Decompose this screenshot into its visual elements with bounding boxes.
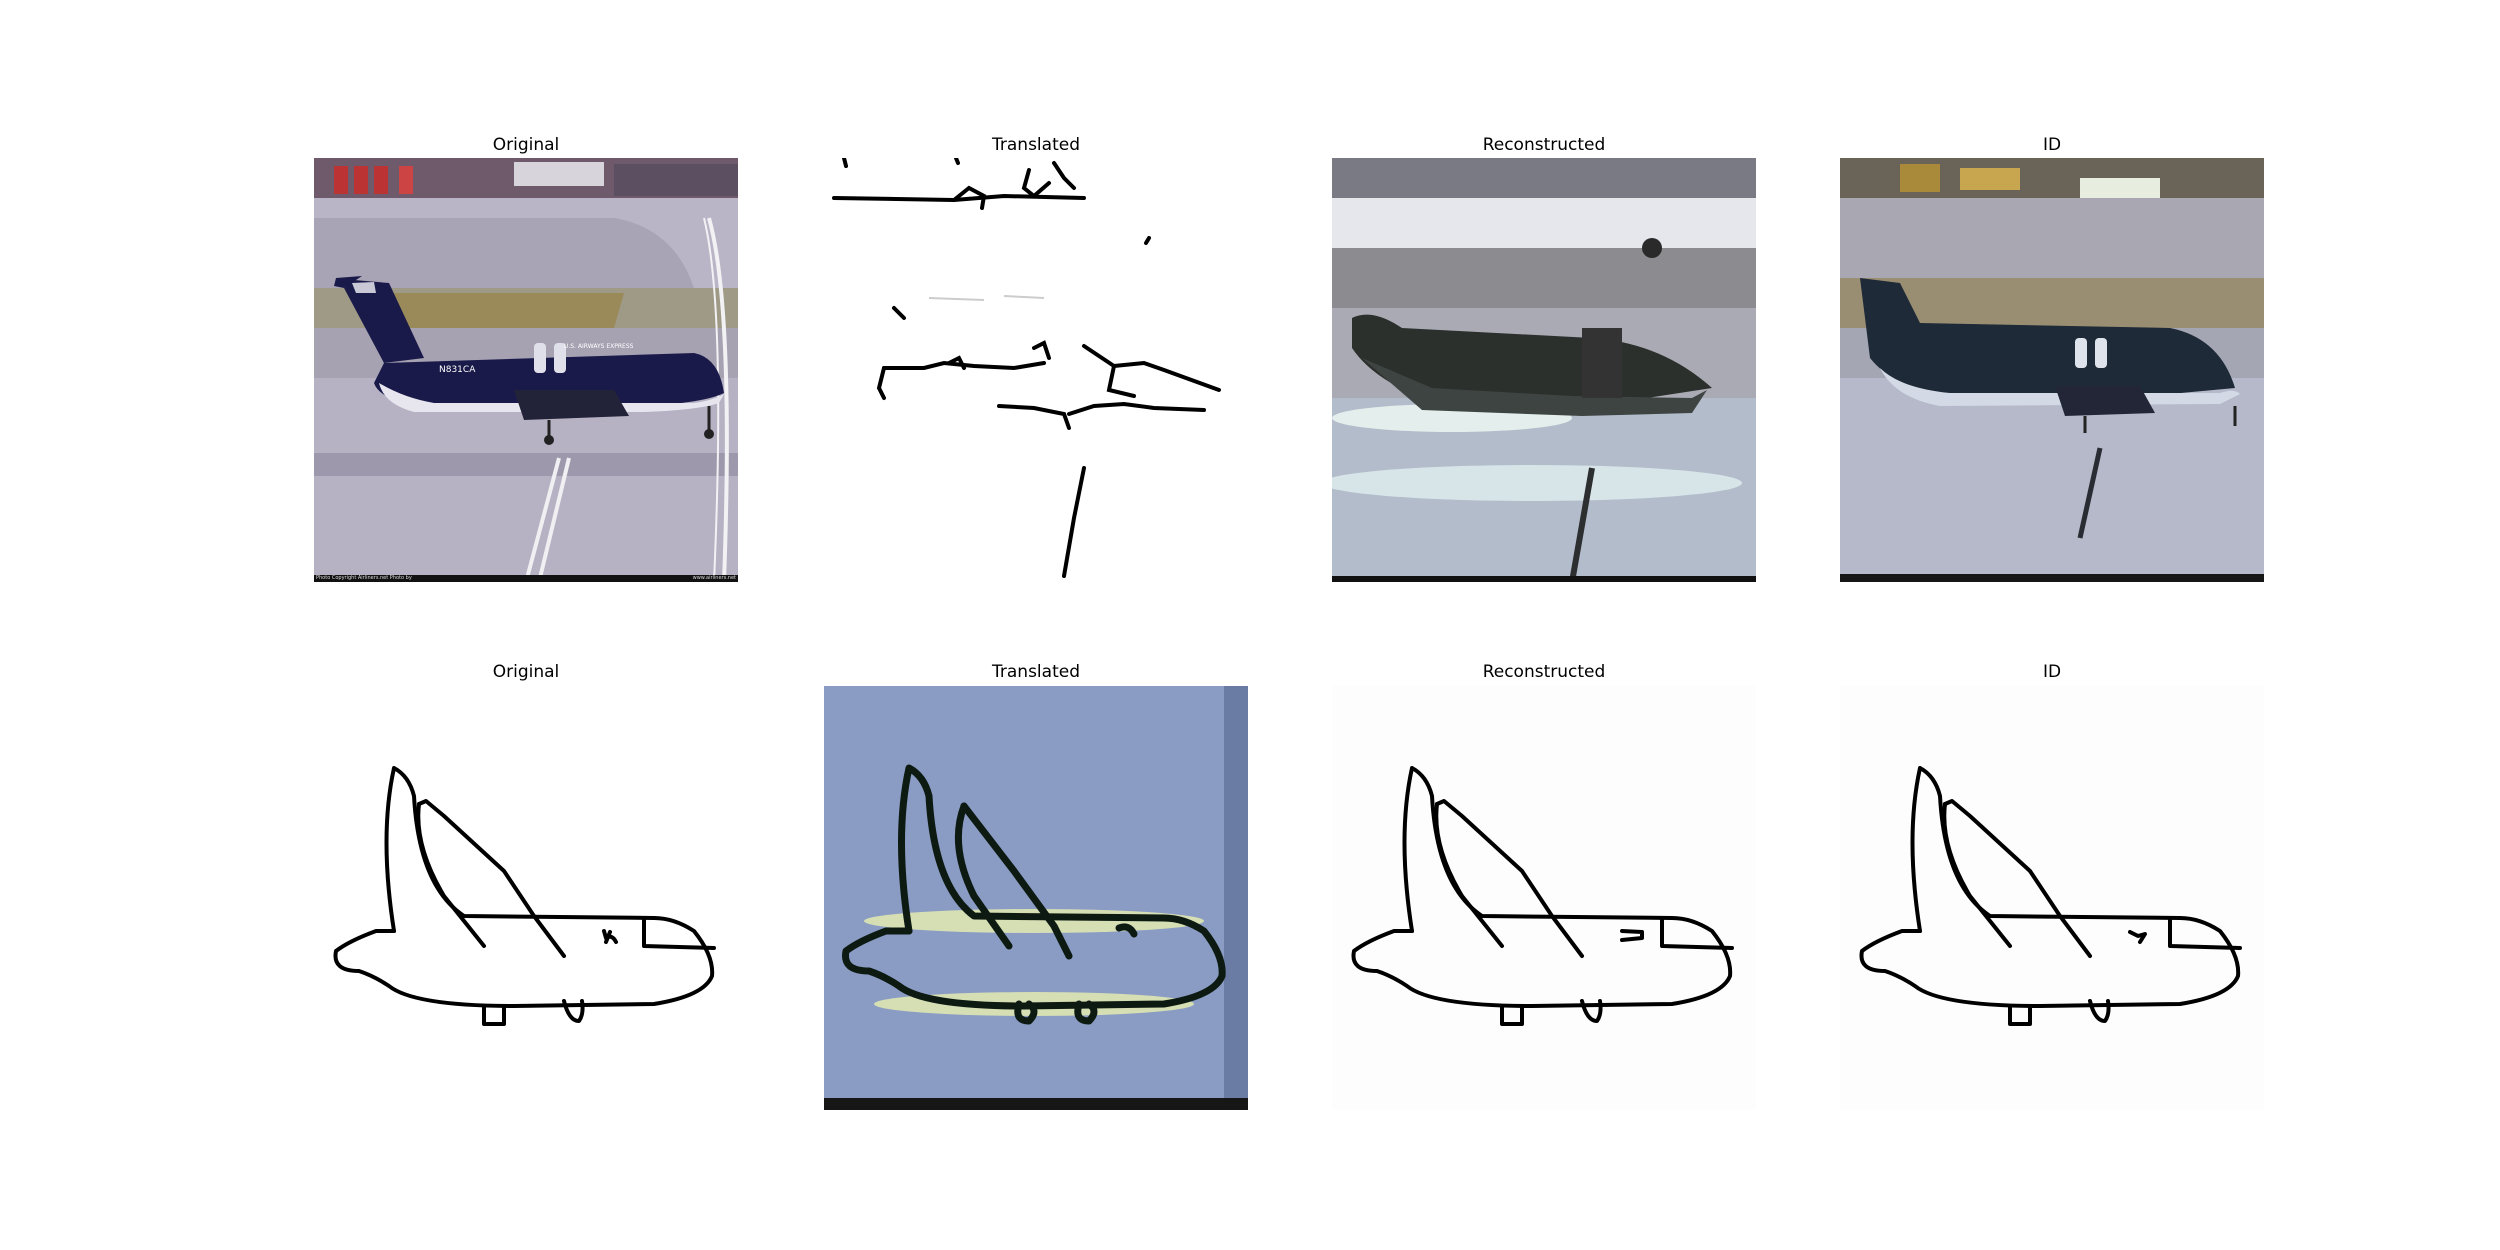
reconstructed-sketch-image xyxy=(1332,686,1756,1110)
panel-title-original: Original xyxy=(492,135,560,155)
airplane-photo-image: N831CA U.S. AIRWAYS EXPRESS xyxy=(314,158,738,582)
edge-map-image xyxy=(824,158,1248,582)
panel-original-sketch xyxy=(314,686,738,1110)
panel-id-sketch xyxy=(1840,686,2264,1110)
panel-title-translated: Translated xyxy=(992,662,1080,682)
identity-photo-image xyxy=(1840,158,2264,582)
airline-label: U.S. AIRWAYS EXPRESS xyxy=(564,343,634,350)
panel-reconstructed-photo xyxy=(1332,158,1756,582)
panel-title-reconstructed: Reconstructed xyxy=(1482,662,1606,682)
panel-reconstructed-sketch xyxy=(1332,686,1756,1110)
airplane-sketch-image xyxy=(314,686,738,1110)
panel-title-id: ID xyxy=(2042,662,2062,682)
panel-title-original: Original xyxy=(492,662,560,682)
panel-title-translated: Translated xyxy=(992,135,1080,155)
panel-title-reconstructed: Reconstructed xyxy=(1482,135,1606,155)
panel-id-photo xyxy=(1840,158,2264,582)
panel-translated-sketch xyxy=(824,686,1248,1110)
identity-sketch-image xyxy=(1840,686,2264,1110)
panel-title-id: ID xyxy=(2042,135,2062,155)
translated-sketch-image xyxy=(824,686,1248,1110)
panel-original-photo: N831CA U.S. AIRWAYS EXPRESS Photo Copyri… xyxy=(314,158,738,582)
copyright-left-text: Photo Copyright Airliners.net Photo by xyxy=(316,575,412,581)
copyright-right-text: www.airliners.net xyxy=(692,575,736,581)
photo-copyright-strip: Photo Copyright Airliners.net Photo by w… xyxy=(314,575,738,582)
registration-label: N831CA xyxy=(439,365,476,375)
panel-translated-edges xyxy=(824,158,1248,582)
reconstructed-photo-image xyxy=(1332,158,1756,582)
